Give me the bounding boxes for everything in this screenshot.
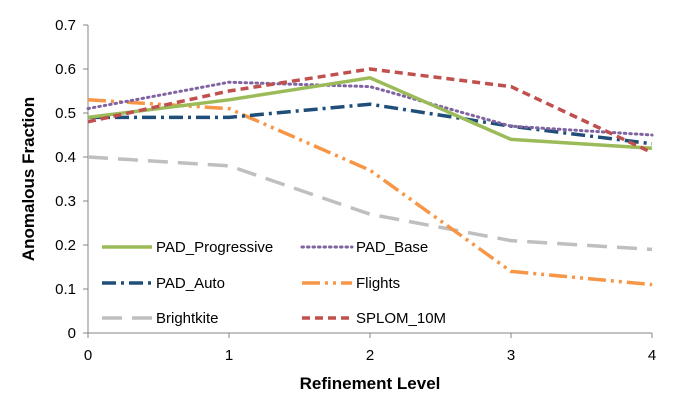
- legend-label: PAD_Auto: [156, 275, 225, 292]
- x-tick-label: 4: [648, 347, 656, 364]
- x-tick-label: 3: [507, 347, 515, 364]
- y-tick-label: 0.7: [55, 17, 76, 34]
- series-line-pad-base: [86, 80, 654, 137]
- y-axis-title: Anomalous Fraction: [19, 97, 38, 261]
- series-layer: [86, 67, 654, 287]
- y-tick-label: 0.6: [55, 61, 76, 78]
- chart-legend: PAD_Progressive PAD_Base PAD_Auto Flights Br…: [102, 239, 446, 327]
- y-tick-label: 0.3: [55, 193, 76, 210]
- x-tick-label: 0: [84, 347, 92, 364]
- x-axis-title: Refinement Level: [300, 374, 441, 393]
- chart-axes: 0 0.1 0.2 0.3 0.4 0.5 0.6 0.7 0 1 2 3 4: [55, 17, 656, 364]
- series-line-pad-progressive: [87, 76, 653, 150]
- y-tick-label: 0.4: [55, 149, 76, 166]
- legend-label: PAD_Base: [356, 239, 428, 256]
- legend-label: PAD_Progressive: [156, 239, 273, 256]
- legend-label: Brightkite: [156, 310, 219, 327]
- legend-label: Flights: [356, 275, 400, 292]
- y-tick-label: 0.2: [55, 237, 76, 254]
- y-tick-label: 0: [68, 325, 76, 342]
- x-tick-label: 1: [225, 347, 233, 364]
- y-tick-label: 0.1: [55, 281, 76, 298]
- legend-label: SPLOM_10M: [356, 310, 446, 327]
- y-tick-label: 0.5: [55, 105, 76, 122]
- series-line-brightkite: [87, 155, 653, 252]
- series-line-pad-auto: [88, 102, 653, 146]
- x-tick-label: 2: [366, 347, 374, 364]
- series-line-flights: [87, 98, 653, 287]
- series-line-splom-10m: [87, 67, 653, 155]
